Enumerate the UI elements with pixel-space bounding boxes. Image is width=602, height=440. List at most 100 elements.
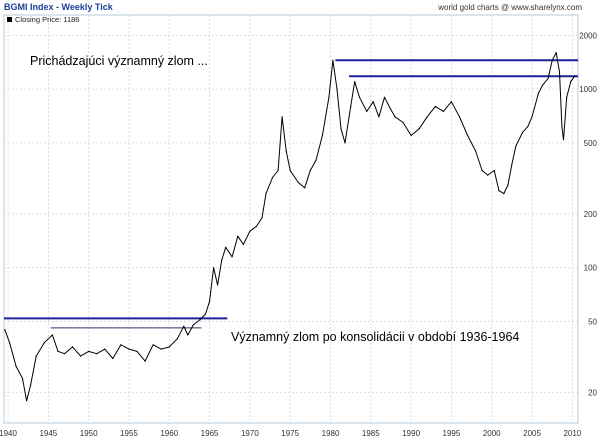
data-point [21, 377, 24, 379]
data-point [410, 134, 412, 137]
data-point [562, 139, 565, 141]
data-point [383, 96, 386, 98]
data-point [160, 348, 162, 350]
y-tick-label: 2000 [579, 31, 597, 40]
data-point [487, 174, 489, 176]
data-point [304, 187, 306, 189]
data-point [297, 181, 299, 184]
data-point [80, 355, 82, 357]
data-point [96, 353, 98, 355]
grid-layer [4, 15, 578, 423]
data-point [418, 128, 420, 130]
data-point [168, 346, 170, 348]
data-point [199, 319, 201, 321]
x-tick-label: 1990 [402, 429, 420, 438]
x-tick-label: 1945 [39, 429, 57, 438]
data-point [152, 344, 154, 346]
data-point [366, 110, 368, 112]
data-point [57, 350, 59, 352]
data-point [551, 59, 553, 61]
data-point [15, 365, 17, 367]
x-tick-label: 1985 [362, 429, 380, 438]
data-point [547, 77, 549, 79]
y-tick-label: 200 [584, 210, 598, 219]
x-tick-label: 2010 [563, 429, 581, 438]
data-point [372, 101, 374, 103]
y-tick-label: 1000 [579, 85, 597, 94]
data-point [475, 150, 477, 152]
data-point [527, 125, 529, 127]
data-point [442, 110, 444, 112]
data-point [249, 230, 251, 232]
x-tick-label: 1995 [443, 429, 461, 438]
data-point [511, 163, 513, 165]
data-point [176, 338, 178, 340]
data-point [242, 243, 244, 245]
data-point [277, 169, 279, 172]
data-point [467, 134, 469, 137]
data-point [217, 284, 219, 286]
data-point [35, 355, 37, 357]
data-point [561, 125, 563, 127]
x-tick-label: 1975 [281, 429, 299, 438]
data-point [71, 346, 74, 348]
data-point [570, 81, 572, 83]
data-point [187, 334, 189, 336]
x-tick-label: 1965 [201, 429, 219, 438]
data-point [51, 334, 54, 336]
data-point [204, 313, 207, 315]
reference-lines-layer [4, 59, 578, 329]
data-point [309, 169, 311, 172]
data-point [521, 132, 524, 134]
legend-swatch [7, 17, 12, 22]
x-tick-label: 1955 [120, 429, 138, 438]
data-point [261, 217, 263, 219]
data-point [26, 400, 28, 402]
data-point [574, 75, 576, 77]
x-tick-label: 1970 [241, 429, 259, 438]
data-point [458, 116, 461, 118]
data-point [566, 96, 568, 98]
data-point [63, 353, 66, 355]
data-point [503, 193, 505, 195]
data-point [537, 92, 540, 94]
data-point [541, 84, 544, 86]
data-point [558, 71, 561, 73]
data-point [88, 350, 90, 352]
data-point [378, 116, 380, 118]
annotation-bottom: Významný zlom po konsolidácii v období 1… [231, 330, 519, 344]
data-point [493, 169, 495, 172]
data-point [183, 325, 185, 327]
data-point [192, 324, 195, 326]
data-point [9, 342, 11, 344]
x-tick-label: 1980 [322, 429, 340, 438]
y-tick-label: 50 [588, 317, 597, 326]
data-point [434, 105, 436, 107]
plot-area [3, 14, 579, 424]
data-point [112, 357, 114, 360]
y-tick-label: 20 [588, 389, 597, 398]
source-label: world gold charts @ www.sharelynx.com [437, 3, 582, 12]
data-point [402, 121, 404, 124]
x-tick-label: 2000 [483, 429, 501, 438]
data-point [289, 169, 291, 172]
data-point [120, 344, 122, 346]
data-point [340, 128, 342, 130]
data-point [450, 101, 452, 103]
data-point [271, 176, 274, 179]
y-tick-label: 100 [584, 264, 598, 273]
data-point [213, 267, 215, 269]
chart-title: BGMI Index - Weekly Tick [4, 2, 114, 12]
data-point [350, 105, 352, 107]
data-point [104, 348, 106, 350]
data-point [128, 348, 130, 350]
data-point [332, 59, 334, 61]
data-point [231, 256, 233, 258]
data-point [225, 246, 227, 248]
data-point [321, 134, 323, 137]
y-tick-label: 500 [584, 139, 598, 148]
annotation-top: Prichádzajúci významný zlom ... [30, 54, 208, 68]
data-point [136, 350, 138, 352]
